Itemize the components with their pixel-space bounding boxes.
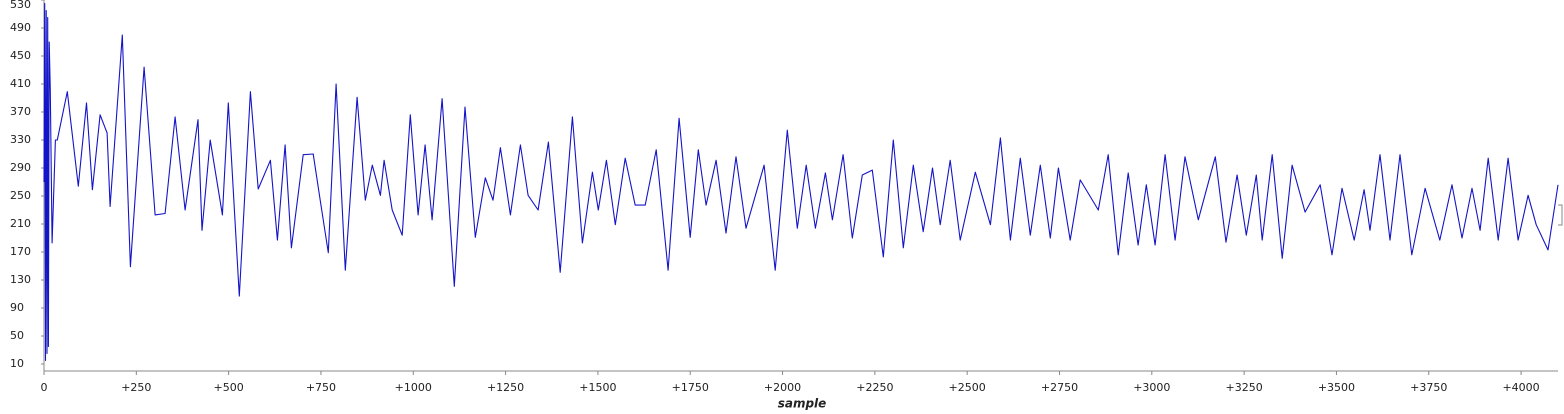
y-tick-label: 330: [10, 133, 31, 146]
y-tick-label: 170: [10, 245, 31, 258]
x-tick-label: +1750: [672, 381, 709, 394]
x-tick-label: +250: [121, 381, 151, 394]
x-tick-label: +1500: [579, 381, 616, 394]
x-tick-label: +2750: [1041, 381, 1078, 394]
y-tick-label: 410: [10, 77, 31, 90]
x-tick-label: +3250: [1226, 381, 1263, 394]
signal-line: [43, 2, 1559, 362]
x-tick-label: +750: [306, 381, 336, 394]
x-tick-label: +2250: [856, 381, 893, 394]
y-tick-label: 130: [10, 273, 31, 286]
x-tick-label: +3000: [1133, 381, 1170, 394]
x-tick-label: +1250: [487, 381, 524, 394]
x-tick-label: +2500: [949, 381, 986, 394]
x-tick-label: 0: [41, 381, 48, 394]
y-tick-label: 210: [10, 217, 31, 230]
x-tick-label: +4000: [1502, 381, 1539, 394]
y-tick-label: 90: [10, 301, 24, 314]
scroll-handle[interactable]: [1558, 204, 1563, 226]
y-tick-label: 530: [10, 0, 31, 11]
x-tick-label: +3750: [1410, 381, 1447, 394]
y-tick-label: 50: [10, 329, 24, 342]
x-tick-label: +1000: [395, 381, 432, 394]
y-tick-label: 490: [10, 21, 31, 34]
y-tick-label: 10: [10, 357, 24, 370]
y-tick-label: 370: [10, 105, 31, 118]
x-tick-label: +2000: [764, 381, 801, 394]
y-tick-label: 250: [10, 189, 31, 202]
y-tick-label: 290: [10, 161, 31, 174]
x-tick-label: +3500: [1318, 381, 1355, 394]
x-tick-label: +500: [214, 381, 244, 394]
x-axis-label: sample: [778, 397, 827, 411]
y-tick-label: 450: [10, 49, 31, 62]
